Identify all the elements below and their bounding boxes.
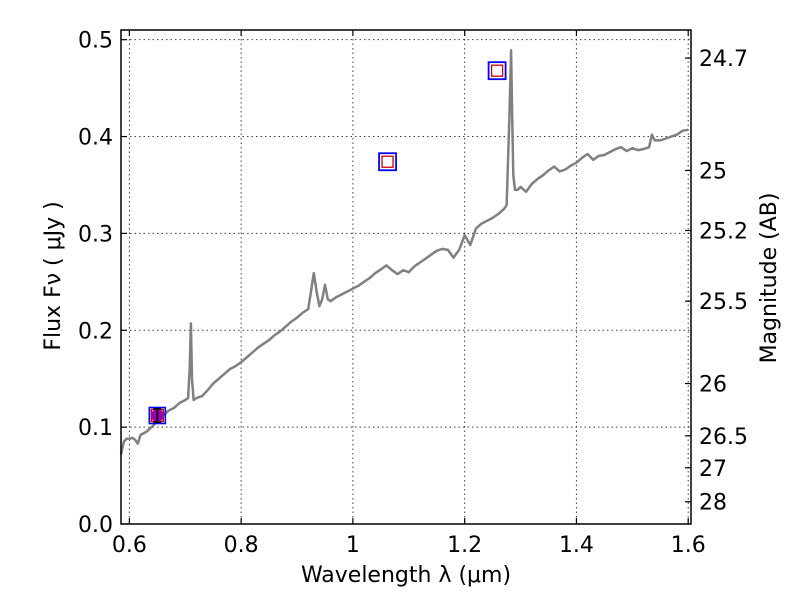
y-tick-label: 0.1 — [78, 416, 113, 441]
point-outer-box — [487, 61, 507, 81]
x-tick-label: 1.2 — [447, 533, 482, 558]
x-axis-title: Wavelength λ (μm) — [301, 563, 511, 588]
x-tick-label: 1.6 — [671, 533, 706, 558]
y-tick-label: 0.0 — [78, 513, 113, 538]
point-inner-box — [381, 155, 394, 168]
mag-tick-label: 26.5 — [699, 425, 748, 450]
mag-tick-label: 25 — [699, 159, 727, 184]
point-outer-box — [378, 152, 397, 172]
mag-tick-label: 26 — [699, 373, 727, 398]
x-tick-label: 1 — [346, 533, 360, 558]
point-outer-box — [148, 406, 167, 425]
y-axis-title: Flux Fν ( μJy ) — [41, 201, 66, 350]
y-tick-label: 0.4 — [78, 126, 113, 151]
photometry-1 — [148, 406, 167, 425]
ticks-layer: 0.6 0.8 1 1.2 1.4 1.6 0.0 0.1 0.2 0.3 0.4 0.5 24.7 25… — [78, 29, 748, 558]
spectrum-line — [119, 49, 689, 455]
mag-tick-label: 24.7 — [699, 47, 748, 72]
mag-tick-label: 25.5 — [699, 290, 748, 315]
plot-frame — [120, 29, 692, 525]
mag-tick-label: 25.2 — [699, 220, 748, 245]
x-tick-label: 1.4 — [559, 533, 594, 558]
mag-tick-label: 27 — [699, 457, 727, 482]
x-tick-label: 0.8 — [224, 533, 259, 558]
points-layer — [148, 61, 507, 425]
y-tick-label: 0.5 — [78, 29, 113, 54]
x-tick-label: 0.6 — [112, 533, 147, 558]
y-tick-label: 0.3 — [78, 222, 113, 247]
y-tick-label: 0.2 — [78, 319, 113, 344]
point-inner-box — [490, 64, 504, 77]
photometry-3 — [487, 61, 507, 81]
photometry-2 — [378, 152, 397, 172]
y2-axis-title: Magnitude (AB) — [757, 193, 782, 364]
mag-tick-label: 28 — [699, 491, 727, 516]
series-layer — [119, 49, 689, 455]
